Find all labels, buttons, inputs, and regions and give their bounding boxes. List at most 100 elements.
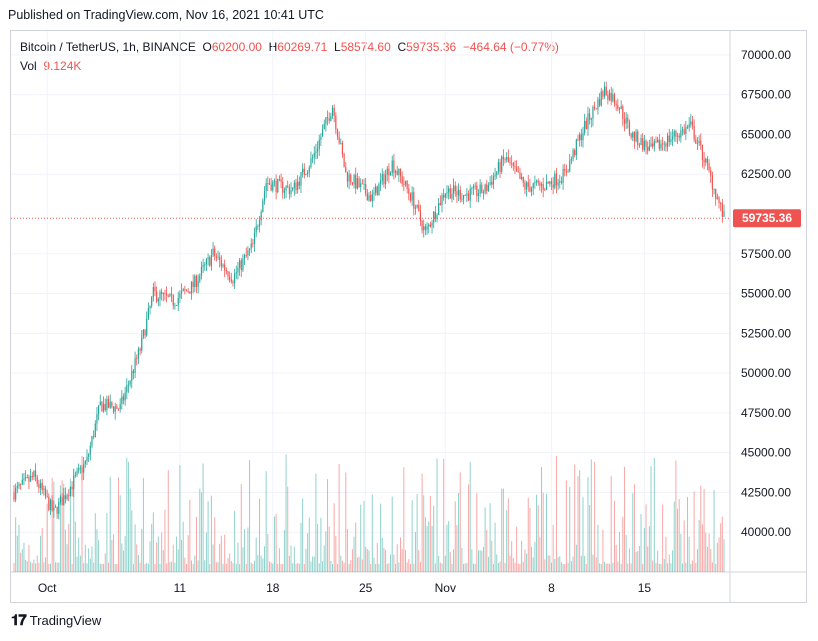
y-tick-label: 62500.00: [741, 167, 791, 181]
volume-bar: [162, 550, 164, 572]
volume-bar: [328, 526, 330, 572]
symbol-label[interactable]: Bitcoin / TetherUS, 1h, BINANCE: [20, 40, 196, 54]
volume-bar: [103, 563, 105, 572]
candle-body: [182, 289, 184, 291]
candle-body: [471, 188, 473, 190]
candle-body: [280, 179, 282, 182]
volume-bar: [428, 521, 430, 572]
volume-bar: [413, 563, 415, 572]
volume-bar: [622, 517, 624, 572]
volume-bar: [668, 554, 670, 572]
candle-body: [602, 91, 604, 97]
candle-body: [428, 224, 430, 227]
volume-bar: [506, 510, 508, 572]
volume-bar: [361, 559, 363, 572]
candle-body: [172, 294, 174, 306]
candle-body: [38, 483, 40, 489]
candle-body: [653, 141, 655, 147]
volume-bar: [219, 543, 221, 572]
volume-bar: [249, 460, 251, 572]
candle-body: [386, 168, 388, 175]
x-tick-label: 15: [638, 581, 652, 595]
volume-bar: [680, 533, 682, 572]
candle-body: [560, 181, 563, 183]
candle-body: [360, 183, 362, 187]
candle-body: [630, 133, 632, 138]
candle-body: [54, 506, 57, 508]
volume-bar: [149, 541, 151, 572]
candle-body: [549, 181, 551, 184]
volume-label[interactable]: Vol: [20, 59, 37, 73]
volume-bar: [237, 542, 239, 572]
candle-body: [481, 184, 483, 194]
candle-body: [459, 189, 461, 200]
candle-body: [535, 180, 538, 182]
volume-bar: [101, 563, 103, 572]
volume-bar: [310, 561, 312, 572]
volume-bar: [212, 544, 214, 572]
candle-body: [346, 172, 349, 182]
candle-body: [136, 358, 138, 359]
volume-bar: [84, 544, 86, 572]
candle-body: [559, 181, 561, 183]
candle-body: [655, 141, 657, 143]
candle-body: [716, 197, 718, 199]
volume-bar: [647, 546, 649, 572]
last-price-label: 59735.36: [742, 211, 792, 225]
volume-bar: [119, 495, 121, 572]
candle-body: [164, 293, 166, 294]
candle-body: [375, 186, 377, 193]
candle-body: [331, 107, 334, 117]
volume-bar: [444, 555, 446, 572]
candle-body: [494, 175, 496, 177]
candle-body: [695, 139, 697, 144]
high-value: 60269.71: [277, 40, 328, 54]
candle-body: [555, 173, 558, 186]
volume-bar: [463, 563, 465, 572]
volume-bar: [268, 561, 270, 572]
volume-bar: [706, 546, 708, 572]
volume-bar: [121, 543, 123, 572]
volume-bar: [461, 547, 463, 572]
candle-body: [189, 291, 191, 294]
volume-bar: [519, 563, 521, 572]
candle-body: [507, 157, 509, 163]
candle-body: [300, 172, 302, 186]
x-tick-label: 18: [266, 581, 280, 595]
candle-body: [270, 184, 272, 191]
candle-body: [293, 182, 295, 188]
volume-bar: [514, 562, 516, 572]
candle-body: [433, 211, 435, 223]
volume-bar: [456, 525, 458, 572]
volume-bar: [708, 533, 710, 572]
candle-body: [28, 477, 30, 482]
volume-bar: [391, 496, 393, 572]
candle-body: [564, 169, 566, 171]
candle-body: [315, 151, 317, 154]
volume-bar: [396, 544, 398, 572]
volume-bar: [48, 563, 50, 572]
volume-bar: [21, 549, 23, 572]
volume-bar: [507, 498, 509, 572]
volume-bar: [247, 527, 249, 572]
candle-body: [525, 182, 528, 190]
candle-body: [657, 139, 659, 143]
volume-bar: [109, 476, 111, 572]
volume-bar: [66, 544, 68, 572]
candle-body: [698, 140, 700, 144]
candle-body: [607, 95, 609, 100]
volume-bar: [434, 563, 436, 572]
candle-body: [550, 181, 553, 185]
candle-body: [328, 118, 330, 121]
volume-bar: [74, 521, 76, 572]
volume-bar: [353, 536, 355, 572]
volume-bar: [701, 524, 703, 572]
candle-body: [580, 134, 582, 141]
volume-bar: [222, 563, 224, 572]
volume-bar: [30, 561, 32, 572]
volume-bar: [421, 473, 423, 572]
candle-body: [127, 384, 130, 386]
volume-bar: [36, 555, 38, 572]
volume-bar: [552, 524, 554, 572]
